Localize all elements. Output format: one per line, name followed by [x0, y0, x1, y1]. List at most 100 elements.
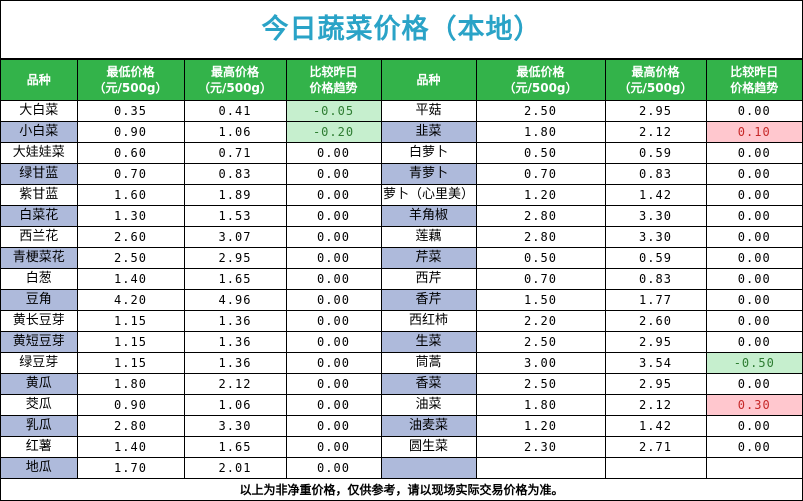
max-price-cell: 0.71 — [183, 142, 287, 164]
trend-cell: 0.00 — [285, 310, 382, 332]
min-price-cell: 2.50 — [475, 373, 606, 395]
min-price-cell: 1.30 — [76, 205, 185, 227]
variety-cell: 紫甘蓝 — [1, 184, 78, 206]
min-price-cell: 0.50 — [475, 142, 606, 164]
trend-cell: 0.00 — [705, 415, 802, 437]
min-price-cell: 0.50 — [475, 247, 606, 269]
trend-cell: 0.00 — [705, 373, 802, 395]
variety-cell: 大白菜 — [1, 100, 78, 122]
max-price-cell: 2.12 — [183, 373, 287, 395]
min-price-cell: 2.80 — [76, 415, 185, 437]
trend-cell: 0.00 — [285, 247, 382, 269]
min-price-cell: 0.35 — [76, 100, 185, 122]
trend-cell: 0.00 — [285, 436, 382, 458]
column-header: 最低价格 （元/500g） — [475, 59, 606, 101]
min-price-cell: 2.80 — [475, 205, 606, 227]
column-header: 比较昨日 价格趋势 — [705, 59, 802, 101]
table-row: 青梗菜花 2.50 2.95 0.00 芹菜 0.50 0.59 0.00 — [1, 247, 802, 269]
min-price-cell: 0.70 — [475, 268, 606, 290]
column-header: 品种 — [380, 59, 477, 101]
trend-cell: 0.00 — [285, 373, 382, 395]
max-price-cell: 3.07 — [183, 226, 287, 248]
min-price-cell: 2.80 — [475, 226, 606, 248]
max-price-cell: 0.59 — [604, 247, 707, 269]
trend-cell: 0.00 — [285, 415, 382, 437]
footer-note: 以上为非净重价格，仅供参考，请以现场实际交易价格为准。 — [239, 483, 564, 497]
table-row: 紫甘蓝 1.60 1.89 0.00 萝卜（心里美） 1.20 1.42 0.00 — [1, 184, 802, 206]
max-price-cell: 3.54 — [604, 352, 707, 374]
table-row: 大娃娃菜 0.60 0.71 0.00 白萝卜 0.50 0.59 0.00 — [1, 142, 802, 164]
min-price-cell: 1.80 — [475, 121, 606, 143]
max-price-cell: 2.01 — [183, 457, 287, 479]
min-price-cell: 0.90 — [76, 394, 185, 416]
variety-cell: 白葱 — [1, 268, 78, 290]
max-price-cell: 2.60 — [604, 310, 707, 332]
table-row: 白葱 1.40 1.65 0.00 西芹 0.70 0.83 0.00 — [1, 268, 802, 290]
variety-cell: 茭瓜 — [1, 394, 78, 416]
variety-cell: 萝卜（心里美） — [380, 184, 477, 206]
max-price-cell: 2.71 — [604, 436, 707, 458]
trend-cell: 0.00 — [705, 268, 802, 290]
max-price-cell: 1.65 — [183, 268, 287, 290]
price-table: 品种 最低价格 （元/500g） 最高价格 （元/500g） 比较昨日 价格趋势 品种 最低价格… — [1, 59, 802, 479]
table-row: 小白菜 0.90 1.06 -0.20 韭菜 1.80 2.12 0.10 — [1, 121, 802, 143]
min-price-cell: 2.20 — [475, 310, 606, 332]
min-price-cell: 1.15 — [76, 331, 185, 353]
table-body: 大白菜 0.35 0.41 -0.05 平菇 2.50 2.95 0.00 小白菜 0.90 1.0… — [1, 100, 802, 479]
table-row: 茭瓜 0.90 1.06 0.00 油菜 1.80 2.12 0.30 — [1, 394, 802, 416]
max-price-cell: 2.12 — [604, 121, 707, 143]
variety-cell: 香芹 — [380, 289, 477, 311]
variety-cell: 白菜花 — [1, 205, 78, 227]
variety-cell: 青梗菜花 — [1, 247, 78, 269]
column-header: 最低价格 （元/500g） — [76, 59, 185, 101]
trend-cell: 0.00 — [705, 142, 802, 164]
trend-cell: 0.00 — [285, 352, 382, 374]
max-price-cell: 1.36 — [183, 310, 287, 332]
max-price-cell: 3.30 — [604, 226, 707, 248]
max-price-cell: 2.95 — [183, 247, 287, 269]
variety-cell: 青萝卜 — [380, 163, 477, 185]
max-price-cell: 1.65 — [183, 436, 287, 458]
trend-cell: 0.00 — [705, 436, 802, 458]
trend-cell: 0.00 — [285, 205, 382, 227]
max-price-cell: 1.36 — [183, 352, 287, 374]
header-row: 品种 最低价格 （元/500g） 最高价格 （元/500g） 比较昨日 价格趋势 品种 最低价格… — [1, 59, 802, 101]
trend-cell: 0.00 — [285, 289, 382, 311]
table-row: 黄瓜 1.80 2.12 0.00 香菜 2.50 2.95 0.00 — [1, 373, 802, 395]
variety-cell: 西兰花 — [1, 226, 78, 248]
trend-cell: -0.05 — [285, 100, 382, 122]
max-price-cell: 0.83 — [604, 268, 707, 290]
variety-cell: 绿豆芽 — [1, 352, 78, 374]
variety-cell: 西芹 — [380, 268, 477, 290]
trend-cell: 0.00 — [705, 331, 802, 353]
column-header: 最高价格 （元/500g） — [604, 59, 707, 101]
min-price-cell: 1.20 — [475, 184, 606, 206]
min-price-cell: 3.00 — [475, 352, 606, 374]
min-price-cell: 1.40 — [76, 268, 185, 290]
table-row: 绿甘蓝 0.70 0.83 0.00 青萝卜 0.70 0.83 0.00 — [1, 163, 802, 185]
table-row: 大白菜 0.35 0.41 -0.05 平菇 2.50 2.95 0.00 — [1, 100, 802, 122]
variety-cell: 乳瓜 — [1, 415, 78, 437]
variety-cell: 黄瓜 — [1, 373, 78, 395]
trend-cell: 0.00 — [285, 163, 382, 185]
variety-cell: 绿甘蓝 — [1, 163, 78, 185]
max-price-cell: 1.06 — [183, 394, 287, 416]
min-price-cell: 1.80 — [76, 373, 185, 395]
max-price-cell: 0.59 — [604, 142, 707, 164]
min-price-cell: 1.70 — [76, 457, 185, 479]
trend-cell: 0.00 — [285, 268, 382, 290]
variety-cell: 小白菜 — [1, 121, 78, 143]
max-price-cell: 4.96 — [183, 289, 287, 311]
trend-cell: 0.00 — [705, 163, 802, 185]
column-header: 比较昨日 价格趋势 — [285, 59, 382, 101]
table-row: 绿豆芽 1.15 1.36 0.00 茼蒿 3.00 3.54 -0.50 — [1, 352, 802, 374]
min-price-cell: 2.60 — [76, 226, 185, 248]
trend-cell: 0.00 — [285, 331, 382, 353]
variety-cell: 西红柿 — [380, 310, 477, 332]
table-row: 豆角 4.20 4.96 0.00 香芹 1.50 1.77 0.00 — [1, 289, 802, 311]
table-row: 黄长豆芽 1.15 1.36 0.00 西红柿 2.20 2.60 0.00 — [1, 310, 802, 332]
variety-cell: 羊角椒 — [380, 205, 477, 227]
variety-cell — [380, 457, 477, 479]
max-price-cell: 3.30 — [604, 205, 707, 227]
